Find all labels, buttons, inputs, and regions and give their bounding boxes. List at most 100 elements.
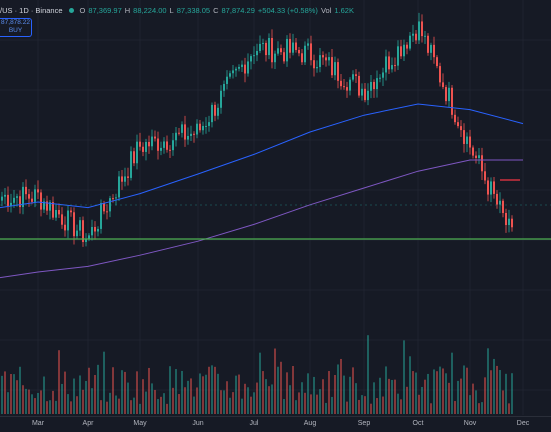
volume-bar bbox=[409, 356, 411, 414]
candle-body bbox=[31, 198, 33, 202]
volume-bar bbox=[352, 367, 354, 414]
candle-body bbox=[118, 176, 120, 198]
volume-bar bbox=[259, 352, 261, 414]
high-label: H bbox=[124, 5, 131, 15]
volume-bar bbox=[298, 392, 300, 414]
volume-bar bbox=[376, 398, 378, 414]
symbol-name[interactable]: /US · 1D · Binance bbox=[0, 5, 63, 15]
volume-bar bbox=[94, 374, 96, 414]
candle-body bbox=[142, 146, 144, 152]
volume-bar bbox=[157, 399, 159, 414]
volume-bar bbox=[19, 366, 21, 414]
volume-bar bbox=[481, 402, 483, 414]
volume-bar bbox=[124, 371, 126, 414]
time-axis[interactable]: Mar Apr May Jun Jul Aug Sep Oct Nov Dec bbox=[0, 416, 551, 432]
volume-bar bbox=[52, 390, 54, 414]
candle-body bbox=[241, 64, 243, 67]
candle-body bbox=[499, 200, 501, 205]
candle-body bbox=[46, 201, 48, 211]
volume-bar bbox=[163, 393, 165, 414]
volume-bar bbox=[496, 365, 498, 414]
candle-body bbox=[148, 141, 150, 147]
candle-body bbox=[322, 55, 324, 58]
volume-bar bbox=[295, 400, 297, 414]
volume-bar bbox=[205, 374, 207, 414]
volume-bar bbox=[238, 374, 240, 414]
candle-body bbox=[490, 181, 492, 195]
candle-body bbox=[445, 87, 447, 102]
candle-body bbox=[466, 136, 468, 144]
volume-bar bbox=[331, 396, 333, 414]
candle-body bbox=[373, 81, 375, 90]
candle-body bbox=[460, 126, 462, 131]
volume-bar bbox=[127, 382, 129, 414]
candle-body bbox=[67, 210, 69, 231]
volume-bar bbox=[196, 387, 198, 414]
volume-bar bbox=[433, 369, 435, 414]
volume-bar bbox=[202, 376, 204, 414]
candle-body bbox=[22, 186, 24, 208]
candle-body bbox=[427, 35, 429, 53]
candle-body bbox=[7, 194, 9, 207]
candle-body bbox=[79, 220, 81, 231]
volume-bar bbox=[229, 397, 231, 414]
candle-body bbox=[376, 78, 378, 90]
candle-body bbox=[409, 35, 411, 49]
candle-body bbox=[82, 220, 84, 243]
open-value: 87,369.97 bbox=[88, 5, 122, 15]
volume-bar bbox=[244, 383, 246, 414]
volume-bar bbox=[34, 398, 36, 414]
candle-body bbox=[337, 62, 339, 81]
volume-bar bbox=[58, 350, 60, 414]
candle-body bbox=[424, 35, 426, 37]
candle-body bbox=[223, 83, 225, 91]
volume-bar bbox=[325, 402, 327, 414]
volume-bar bbox=[214, 366, 216, 414]
volume-bar bbox=[505, 373, 507, 414]
candle-body bbox=[253, 55, 255, 57]
candle-body bbox=[454, 114, 456, 123]
candle-body bbox=[40, 192, 42, 210]
change-value: +504.33 (+0.58%) bbox=[257, 5, 318, 15]
candle-body bbox=[340, 80, 342, 87]
candle-body bbox=[307, 43, 309, 46]
candle-body bbox=[100, 203, 102, 229]
volume-bar bbox=[307, 373, 309, 414]
volume-bar bbox=[412, 371, 414, 414]
volume-bar bbox=[253, 392, 255, 414]
candle-body bbox=[472, 147, 474, 156]
candle-body bbox=[442, 82, 444, 88]
candlestick-series bbox=[1, 12, 513, 247]
candle-body bbox=[130, 151, 132, 178]
candle-body bbox=[208, 122, 210, 126]
candle-body bbox=[493, 181, 495, 194]
candle-body bbox=[127, 176, 129, 178]
volume-bar bbox=[304, 392, 306, 414]
volume-bar bbox=[445, 373, 447, 414]
volume-bar bbox=[232, 392, 234, 414]
candle-body bbox=[61, 214, 63, 225]
candle-body bbox=[157, 138, 159, 151]
candle-body bbox=[292, 42, 294, 53]
volume-bar bbox=[406, 386, 408, 414]
candle-body bbox=[226, 76, 228, 84]
volume-bar bbox=[262, 371, 264, 414]
volume-bar bbox=[208, 366, 210, 414]
volume-bar bbox=[340, 358, 342, 414]
volume-bar bbox=[181, 370, 183, 414]
volume-bar bbox=[484, 377, 486, 414]
x-tick-label: Jul bbox=[249, 420, 259, 427]
volume-bar bbox=[457, 380, 459, 414]
volume-bar bbox=[7, 392, 9, 414]
candle-body bbox=[277, 48, 279, 54]
buy-button[interactable]: 87,878.22 BUY bbox=[0, 18, 32, 37]
low-label: L bbox=[169, 5, 174, 15]
volume-bar bbox=[349, 376, 351, 414]
candle-body bbox=[151, 136, 153, 147]
volume-bar bbox=[418, 394, 420, 414]
candle-body bbox=[349, 79, 351, 91]
candle-body bbox=[13, 197, 15, 203]
volume-bar bbox=[79, 375, 81, 414]
candle-body bbox=[193, 133, 195, 135]
